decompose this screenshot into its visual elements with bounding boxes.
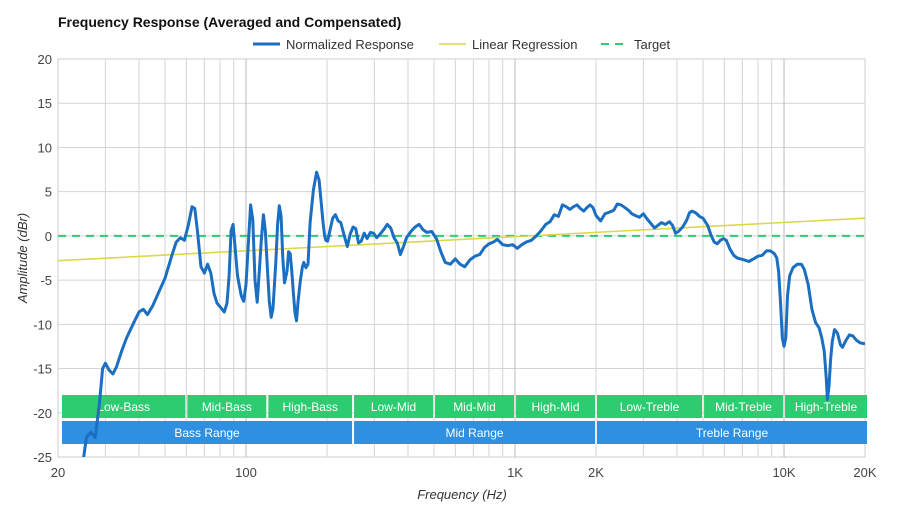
legend-item-target: Target [601,37,671,52]
band-rect [354,421,595,444]
x-axis-ticks: 20 100 1K 2K 10K 20K [51,465,877,480]
band-high-bass: High-Bass [268,395,353,418]
band-rect [268,395,353,418]
band-label: Bass Range [174,426,240,440]
band-label: Mid Range [446,426,504,440]
band-label: Low-Treble [620,400,680,414]
band-low-bass: Low-Bass [62,395,186,418]
band-label: Mid-Treble [715,400,772,414]
band-rect [62,421,353,444]
y-tick-label: 0 [45,229,52,244]
band-label: Low-Bass [97,400,150,414]
y-axis-ticks: 20 15 10 5 0 -5 -10 -15 -20 -25 [33,52,52,465]
band-high-mid: High-Mid [516,395,595,418]
x-tick-label: 100 [235,465,257,480]
y-tick-label: 10 [38,140,52,155]
band-bass-range: Bass Range [62,421,353,444]
band-label: Mid-Bass [202,400,252,414]
band-rect [785,395,867,418]
y-tick-label: -25 [33,450,52,465]
data-series [58,170,865,457]
band-rect [62,395,186,418]
band-mid-treble: Mid-Treble [704,395,784,418]
band-high-treble: High-Treble [785,395,867,418]
x-tick-label: 20K [853,465,876,480]
y-tick-label: -10 [33,317,52,332]
x-axis-label: Frequency (Hz) [417,487,507,502]
x-tick-label: 20 [51,465,65,480]
band-rect [516,395,595,418]
band-low-treble: Low-Treble [597,395,703,418]
band-label: Mid-Mid [453,400,496,414]
chart-legend: Normalized Response Linear Regression Targ… [253,37,671,52]
normalized-response-line [82,170,865,457]
y-tick-label: -5 [40,273,52,288]
chart-title: Frequency Response (Averaged and Compens… [58,14,401,30]
band-low-mid: Low-Mid [354,395,434,418]
band-mid-bass: Mid-Bass [187,395,267,418]
y-axis-label: Amplitude (dBr) [15,213,30,304]
range-bands: Low-Bass Mid-Bass High-Bass Low-Mid Mid-Mid H… [62,395,867,444]
band-rect [704,395,784,418]
y-tick-label: -20 [33,406,52,421]
x-tick-label: 10K [772,465,795,480]
band-rect [597,421,867,444]
band-rect [597,395,703,418]
legend-label: Target [634,37,671,52]
y-tick-label: 15 [38,96,52,111]
y-tick-label: 5 [45,185,52,200]
x-tick-label: 2K [588,465,604,480]
plot-area [57,58,866,458]
band-mid-range: Mid Range [354,421,595,444]
band-label: High-Mid [532,400,580,414]
band-rect [187,395,267,418]
legend-item-linear-regression: Linear Regression [439,37,578,52]
band-mid-mid: Mid-Mid [435,395,515,418]
band-label: Low-Mid [371,400,416,414]
band-rect [354,395,434,418]
linear-regression-line [58,217,865,262]
x-tick-label: 1K [507,465,523,480]
band-label: High-Bass [283,400,338,414]
y-tick-label: -15 [33,362,52,377]
legend-label: Normalized Response [286,37,414,52]
band-label: High-Treble [795,400,858,414]
band-rect [435,395,515,418]
legend-label: Linear Regression [472,37,578,52]
y-tick-label: 20 [38,52,52,67]
band-label: Treble Range [696,426,769,440]
band-treble-range: Treble Range [597,421,867,444]
legend-item-normalized-response: Normalized Response [253,37,414,52]
